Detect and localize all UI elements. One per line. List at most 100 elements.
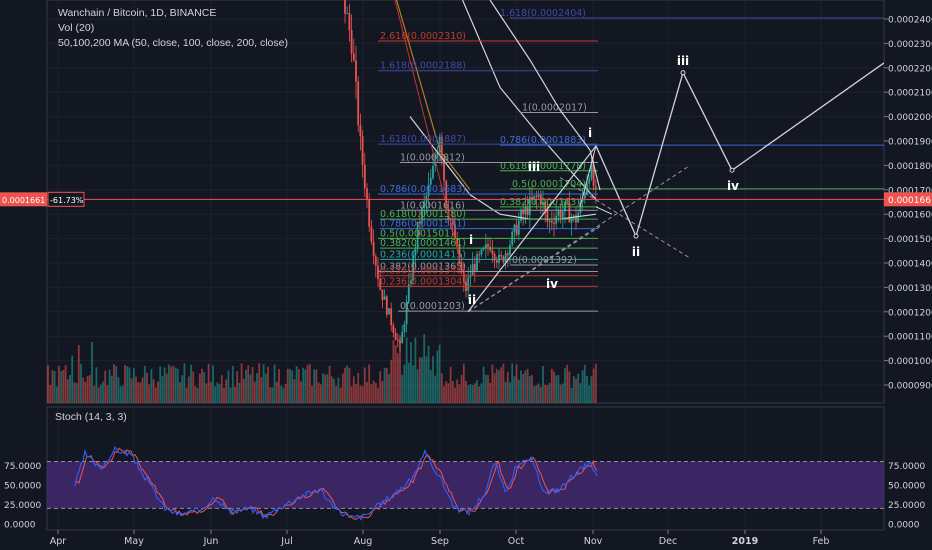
volume-bar (306, 365, 309, 403)
volume-bar (201, 368, 203, 403)
stoch-indicator-label[interactable]: Stoch (14, 3, 3) (55, 411, 127, 423)
volume-bar (405, 337, 408, 403)
volume-bar (429, 370, 432, 403)
volume-bar (251, 366, 254, 403)
fib-level-label: 1(0.0002017) (522, 102, 587, 113)
volume-bar (181, 375, 184, 403)
candle-body (566, 202, 569, 204)
volume-bar (223, 387, 225, 403)
volume-bar (566, 364, 569, 403)
volume-bar (203, 372, 206, 403)
volume-indicator-label[interactable]: Vol (20) (58, 22, 95, 34)
elliott-wave-label: iii (677, 54, 689, 68)
elliott-wave-label: iii (528, 160, 540, 174)
volume-bar (392, 340, 395, 403)
volume-bar (581, 370, 584, 403)
volume-bar (355, 384, 357, 403)
volume-bar (515, 364, 518, 403)
candle-body (383, 296, 386, 300)
volume-bar (467, 385, 470, 403)
candle-body (368, 199, 371, 227)
volume-bar (324, 374, 327, 403)
symbol-title[interactable]: Wanchain / Bitcoin, 1D, BINANCE (58, 7, 217, 19)
volume-bar (104, 370, 107, 403)
price-tick-label: 0.0001800 (888, 162, 932, 172)
volume-bar (315, 369, 318, 403)
candle-body (348, 13, 351, 31)
price-tick-label: 0.0002000 (888, 113, 932, 123)
volume-bar (49, 385, 52, 403)
volume-bar (117, 377, 120, 403)
volume-bar (130, 378, 133, 403)
volume-bar (564, 368, 566, 403)
candle-body (522, 210, 525, 215)
candle-body (588, 178, 591, 184)
volume-bar (465, 380, 467, 403)
volume-bar (333, 378, 335, 403)
candle-body (370, 226, 373, 242)
candle-body (577, 212, 580, 223)
price-tick-label: 0.0001500 (888, 235, 932, 245)
volume-bar (381, 381, 384, 403)
candle-body (346, 13, 349, 15)
volume-bar (106, 385, 109, 403)
fib-level-label: 0.618(0.0001778) (500, 161, 586, 172)
volume-bar (363, 367, 366, 403)
ma-indicator-label[interactable]: 50,100,200 MA (50, close, 100, close, 20… (58, 37, 288, 49)
volume-bar (588, 385, 591, 403)
volume-bar (438, 344, 441, 403)
fib-level-label: 0.786(0.0001541) (380, 219, 466, 230)
fib-level-label: 0.5(0.0001501) (380, 228, 454, 239)
stoch-tick-label-right: 25.0000 (888, 501, 925, 511)
price-tick-label: 0.0001100 (888, 333, 932, 343)
volume-bar (225, 379, 228, 403)
volume-bar (95, 367, 98, 403)
current-change-tag (47, 191, 85, 207)
volume-bar (390, 359, 393, 403)
volume-bar (159, 366, 162, 403)
volume-bar (121, 385, 124, 403)
candle-body (515, 224, 518, 235)
volume-bar (58, 365, 60, 403)
volume-bar (447, 383, 450, 403)
volume-bar (91, 341, 93, 403)
volume-bar (152, 379, 155, 403)
volume-bar (77, 345, 80, 403)
volume-bar (289, 369, 291, 403)
volume-bar (594, 363, 597, 403)
stoch-tick-label-left: 0.0000 (4, 521, 36, 531)
candle-body (517, 220, 520, 235)
volume-bar (531, 375, 533, 403)
volume-bar (330, 376, 333, 403)
candle-body (443, 157, 445, 181)
volume-bar (454, 387, 456, 403)
price-tick-label: 0.0002300 (888, 40, 932, 50)
volume-bar (394, 344, 397, 403)
candle-body (482, 248, 485, 250)
candle-body (546, 210, 549, 222)
volume-bar (236, 371, 239, 403)
wave-projection-point (680, 70, 686, 76)
candle-body (374, 256, 377, 266)
volume-bar (388, 373, 390, 403)
volume-bar (546, 385, 549, 403)
volume-bar (60, 371, 63, 403)
volume-bar (489, 382, 492, 403)
current-price-left-value: 0.0001661 (2, 196, 45, 205)
volume-bar (128, 367, 131, 403)
volume-bar (322, 373, 324, 403)
volume-bar (449, 366, 452, 403)
volume-bar (379, 371, 382, 403)
volume-bar (240, 363, 243, 403)
volume-bar (374, 382, 377, 403)
candle-body (436, 151, 439, 159)
volume-bar (366, 381, 368, 403)
volume-bar (533, 386, 536, 403)
volume-bar (535, 385, 538, 403)
volume-bar (520, 370, 522, 403)
volume-bar (55, 386, 58, 403)
volume-bar (227, 370, 230, 403)
volume-bar (557, 375, 560, 403)
wave-projection-point (729, 167, 735, 173)
